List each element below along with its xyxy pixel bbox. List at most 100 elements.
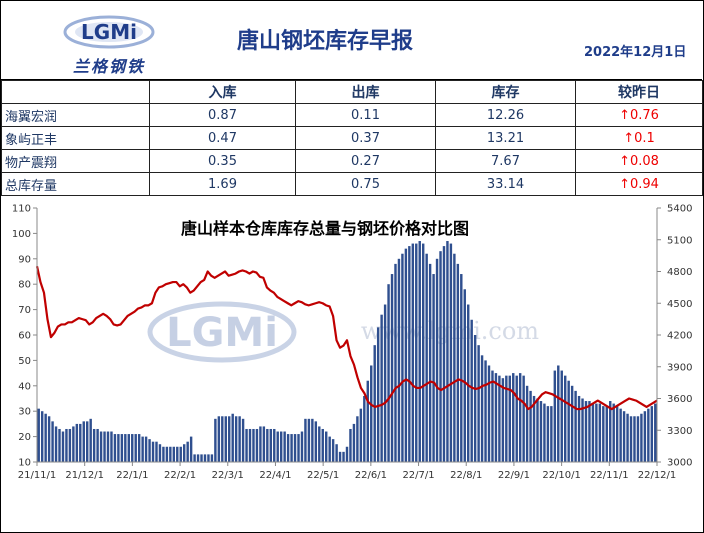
inventory-bar xyxy=(131,434,134,462)
inventory-bar xyxy=(449,243,453,462)
inventory-bar xyxy=(470,319,473,462)
y-right-tick-label: 4200 xyxy=(667,331,692,342)
inventory-bar xyxy=(356,416,359,462)
y-left-tick-label: 30 xyxy=(18,407,31,418)
cell-change: ↑0.76 xyxy=(575,103,703,127)
inventory-bar xyxy=(605,406,608,462)
y-left-tick-label: 110 xyxy=(12,204,31,215)
cell-stock: 12.26 xyxy=(435,103,576,127)
cell-out: 0.27 xyxy=(295,149,436,173)
report-date: 2022年12月1日 xyxy=(584,45,687,60)
inventory-bar xyxy=(370,365,373,462)
inventory-bar xyxy=(383,304,387,462)
table-row: 海翼宏润 0.87 0.11 12.26 ↑0.76 xyxy=(1,103,703,127)
column-header-out: 出库 xyxy=(295,80,436,104)
y-left-tick-label: 60 xyxy=(18,331,31,342)
inventory-bar xyxy=(577,395,581,462)
inventory-bar xyxy=(376,327,380,462)
inventory-bar xyxy=(51,421,54,462)
inventory-price-chart: LGMi www.lgmi.com 10 20 30 40 50 60 70 80 90 100 1… xyxy=(12,204,693,482)
y-left-tick-label: 20 xyxy=(18,432,31,443)
inventory-bar xyxy=(165,446,169,462)
inventory-bar xyxy=(273,428,276,462)
inventory-bar xyxy=(117,434,120,462)
inventory-bar xyxy=(460,274,463,462)
svg-text:LGMi: LGMi xyxy=(81,20,137,44)
inventory-bar xyxy=(72,426,75,462)
inventory-bar xyxy=(397,258,401,462)
x-tick-label: 22/9/1 xyxy=(498,470,530,481)
inventory-bar xyxy=(58,428,61,462)
inventory-bar xyxy=(331,439,335,462)
inventory-bar xyxy=(529,390,532,462)
y-left-tick-label: 10 xyxy=(18,458,31,469)
x-tick-label: 21/11/1 xyxy=(18,470,57,481)
cell-stock: 33.14 xyxy=(435,172,576,196)
inventory-bar xyxy=(498,375,501,462)
y-left-tick-label: 70 xyxy=(18,305,31,316)
inventory-bar xyxy=(186,441,189,462)
inventory-bar xyxy=(647,408,650,462)
inventory-bar xyxy=(124,434,127,462)
watermark: LGMi www.lgmi.com xyxy=(147,301,539,363)
inventory-bar xyxy=(169,446,172,462)
inventory-bar xyxy=(598,403,602,462)
inventory-bar xyxy=(508,375,511,462)
inventory-bar xyxy=(366,380,369,462)
inventory-bar xyxy=(172,446,176,462)
row-name: 海翼宏润 xyxy=(1,103,150,127)
y-left-tick-label: 40 xyxy=(18,381,31,392)
column-header-in: 入库 xyxy=(149,80,296,104)
inventory-bar xyxy=(622,411,626,462)
inventory-bar xyxy=(279,431,283,462)
x-tick-label: 22/3/1 xyxy=(212,470,244,481)
column-header-change: 较昨日 xyxy=(575,80,703,104)
cell-in: 0.35 xyxy=(149,149,296,173)
inventory-bar xyxy=(515,375,518,462)
inventory-bar xyxy=(428,263,432,462)
inventory-table: 入库 出库 库存 较昨日 海翼宏润 0.87 0.11 12.26 ↑0.76 … xyxy=(1,80,703,196)
lgmi-logo-icon: LGMi xyxy=(63,15,155,49)
inventory-bar xyxy=(228,416,231,462)
inventory-bar xyxy=(179,446,182,462)
inventory-bar xyxy=(539,401,543,462)
inventory-bar xyxy=(612,403,615,462)
inventory-bar xyxy=(442,246,446,462)
inventory-bar xyxy=(463,289,466,462)
inventory-bar xyxy=(421,243,425,462)
x-tick-label: 22/4/1 xyxy=(259,470,291,481)
y-right-tick-label: 4800 xyxy=(667,267,692,278)
inventory-bar xyxy=(134,434,137,462)
logo-chinese-name: 兰格钢铁 xyxy=(73,57,146,76)
inventory-bar xyxy=(269,428,273,462)
table-corner xyxy=(1,80,150,104)
inventory-bar xyxy=(636,416,640,462)
inventory-bar xyxy=(387,284,390,462)
inventory-bar xyxy=(307,418,311,462)
cell-change: ↑0.08 xyxy=(575,149,703,173)
inventory-bar xyxy=(238,416,241,462)
inventory-bar xyxy=(65,428,68,462)
inventory-bar xyxy=(588,401,591,462)
y-right-tick-label: 3900 xyxy=(667,362,692,373)
inventory-bar xyxy=(349,428,352,462)
inventory-bar xyxy=(137,434,141,462)
price-line xyxy=(35,265,658,411)
inventory-bar xyxy=(380,314,383,462)
inventory-bar xyxy=(352,423,356,462)
inventory-bar xyxy=(411,243,415,462)
y-right-tick-label: 3600 xyxy=(667,394,692,405)
inventory-bar xyxy=(106,431,110,462)
inventory-bar xyxy=(210,454,214,462)
x-tick-label: 22/11/1 xyxy=(590,470,629,481)
inventory-bar xyxy=(262,426,266,462)
inventory-bar xyxy=(224,416,227,462)
inventory-bar xyxy=(286,434,290,462)
inventory-bar xyxy=(113,434,117,462)
x-tick-label: 22/1/1 xyxy=(116,470,148,481)
y-left-tick-label: 80 xyxy=(18,280,31,291)
inventory-bar xyxy=(629,416,633,462)
inventory-bar xyxy=(640,413,643,462)
inventory-bar xyxy=(373,345,376,462)
inventory-bar xyxy=(453,253,456,462)
